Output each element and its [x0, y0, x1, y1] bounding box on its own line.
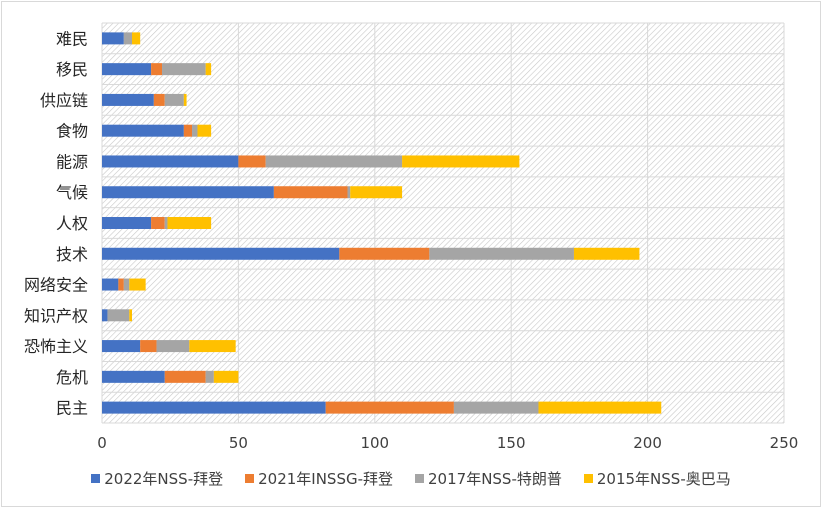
y-category-label: 食物: [56, 122, 88, 141]
x-tick-label: 150: [497, 434, 526, 452]
bar-segment: [102, 340, 141, 353]
bar-segment: [123, 278, 130, 291]
legend-swatch: [245, 474, 255, 483]
bar-segment: [102, 63, 152, 76]
y-category-label: 危机: [56, 368, 88, 387]
y-category-label: 民主: [56, 399, 88, 418]
bar-segment: [167, 217, 212, 229]
bar-segment: [265, 155, 403, 168]
legend-item: 2022年NSS-拜登: [91, 468, 223, 489]
x-tick-label: 250: [770, 434, 799, 452]
bar-segment: [347, 186, 351, 199]
bar-segment: [132, 32, 141, 45]
bar-segment: [102, 370, 165, 383]
bar-segment: [164, 217, 168, 229]
bar-segment: [151, 217, 165, 229]
bar-segment: [102, 32, 124, 45]
bar-segment: [102, 93, 154, 106]
legend-item: 2021年INSSG-拜登: [245, 468, 393, 489]
legend-item: 2017年NSS-特朗普: [415, 468, 562, 489]
y-category-label: 恐怖主义: [24, 337, 88, 356]
bar-segment: [213, 370, 239, 383]
legend-item: 2015年NSS-奥巴马: [583, 468, 731, 489]
bar-segment: [129, 309, 133, 322]
legend-swatch: [91, 474, 101, 483]
legend-swatch: [583, 474, 593, 483]
bar-segment: [140, 340, 157, 353]
bar-segment: [183, 124, 193, 137]
bar-segment: [325, 401, 454, 414]
bars: [102, 32, 662, 414]
x-tick-label: 100: [360, 434, 389, 452]
bar-segment: [197, 124, 212, 137]
bar-segment: [102, 155, 239, 168]
bar-segment: [205, 63, 212, 76]
bar-segment: [273, 186, 348, 199]
bar-segment: [205, 370, 214, 383]
bar-segment: [102, 278, 119, 291]
y-category-label: 气候: [56, 183, 88, 202]
bar-segment: [118, 278, 124, 291]
y-category-label: 技术: [56, 245, 88, 264]
bar-segment: [238, 155, 266, 168]
x-tick-label: 0: [97, 434, 107, 452]
bar-segment: [102, 124, 184, 137]
x-axis-ticks: 0 50 100 150 200 250: [97, 434, 798, 452]
bar-segment: [339, 247, 430, 260]
legend-label: 2021年INSSG-拜登: [258, 470, 394, 488]
bar-segment: [453, 401, 539, 414]
bar-segment: [538, 401, 662, 414]
bar-segment: [129, 278, 146, 291]
bar-segment: [192, 124, 198, 137]
plot-area: [102, 23, 784, 423]
y-category-label: 知识产权: [24, 306, 88, 325]
bar-segment: [162, 63, 206, 76]
bar-segment: [189, 340, 236, 353]
y-category-label: 网络安全: [24, 276, 88, 295]
bar-segment: [156, 340, 190, 353]
bar-segment: [102, 401, 326, 414]
bar-segment: [429, 247, 574, 260]
x-tick-label: 200: [633, 434, 662, 452]
y-category-label: 能源: [56, 152, 88, 171]
y-category-label: 难民: [56, 29, 88, 48]
y-category-label: 供应链: [40, 91, 88, 110]
bar-segment: [164, 93, 184, 106]
bar-segment: [350, 186, 403, 199]
bar-segment: [102, 186, 274, 199]
legend-label: 2015年NSS-奥巴马: [596, 470, 731, 488]
bar-segment: [102, 247, 340, 260]
legend-swatch: [415, 474, 425, 483]
legend: 2022年NSS-拜登 2021年INSSG-拜登 2017年NSS-特朗普 2015…: [0, 468, 822, 489]
bar-segment: [402, 155, 520, 168]
bar-segment: [164, 370, 206, 383]
bar-segment: [183, 93, 187, 106]
bar-segment: [573, 247, 640, 260]
bar-segment: [151, 63, 163, 76]
bar-segment: [123, 32, 133, 45]
legend-label: 2022年NSS-拜登: [104, 470, 224, 488]
gridlines: [101, 22, 785, 424]
x-tick-label: 50: [229, 434, 248, 452]
bar-segment: [107, 309, 130, 322]
y-category-label: 移民: [56, 60, 88, 79]
bar-segment: [153, 93, 165, 106]
bar-segment: [102, 309, 108, 322]
legend-label: 2017年NSS-特朗普: [428, 470, 562, 488]
bar-segment: [102, 217, 152, 229]
y-category-label: 人权: [56, 214, 88, 233]
